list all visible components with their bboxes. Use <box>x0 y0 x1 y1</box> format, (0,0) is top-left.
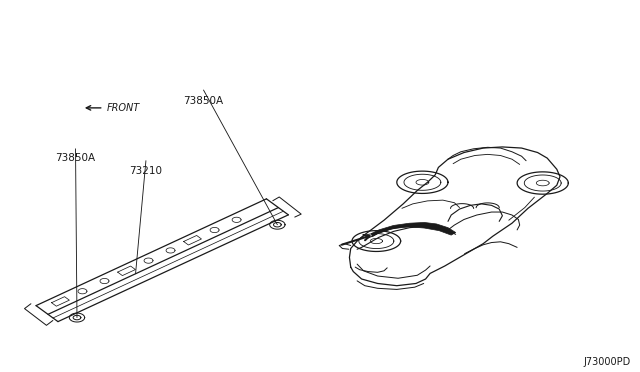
Text: 73850A: 73850A <box>184 96 223 106</box>
Text: FRONT: FRONT <box>107 103 140 113</box>
Text: J73000PD: J73000PD <box>583 357 630 367</box>
Text: 73850A: 73850A <box>56 153 95 163</box>
Polygon shape <box>371 222 456 237</box>
Text: 73210: 73210 <box>129 166 163 176</box>
